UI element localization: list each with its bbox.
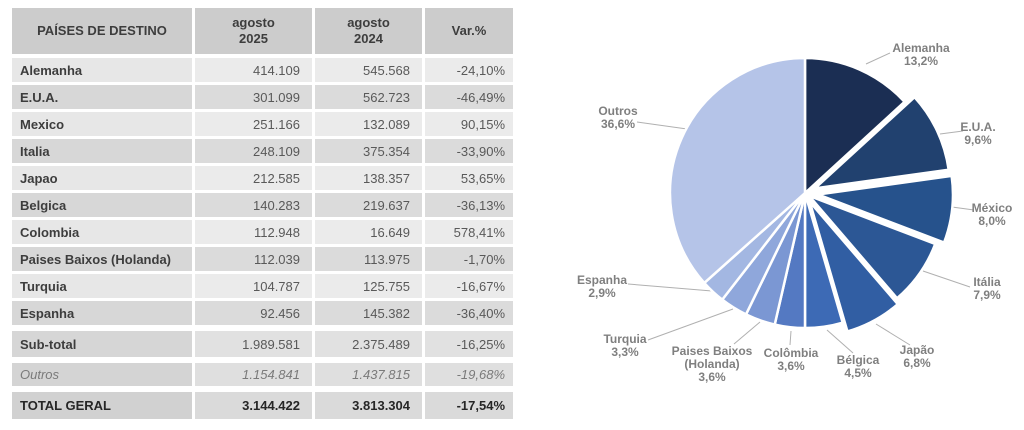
leader-line-outros: [636, 121, 688, 130]
table-row: Belgica 140.283 219.637 -36,13%: [12, 193, 513, 217]
pie-chart: Alemanha 13,2% E.U.A. 9,6% México 8,0% Itália 7…: [540, 0, 1024, 430]
country-cell: E.U.A.: [12, 85, 192, 109]
aug2024-cell: 16.649: [315, 220, 422, 244]
var-cell: -17,54%: [425, 392, 513, 419]
table-row: Japao 212.585 138.357 53,65%: [12, 166, 513, 190]
var-cell: -36,13%: [425, 193, 513, 217]
leader-line-turquia: [647, 308, 734, 341]
leader-line-italia: [922, 270, 971, 288]
var-cell: -24,10%: [425, 58, 513, 82]
pie-slice-japao: [808, 200, 900, 333]
leader-line-colombia: [789, 330, 792, 346]
table-header: PAÍSES DE DESTINO agosto 2025 agosto 202…: [12, 8, 513, 54]
var-cell: -19,68%: [425, 363, 513, 386]
total-label: TOTAL GERAL: [12, 392, 192, 419]
table-row: Italia 248.109 375.354 -33,90%: [12, 139, 513, 163]
subtotal-row: Sub-total 1.989.581 2.375.489 -16,25%: [12, 331, 513, 357]
header-line: 2025: [239, 31, 268, 46]
table-row: Mexico 251.166 132.089 90,15%: [12, 112, 513, 136]
aug2025-cell: 248.109: [195, 139, 312, 163]
header-line: 2024: [354, 31, 383, 46]
table-row: E.U.A. 301.099 562.723 -46,49%: [12, 85, 513, 109]
pie-slice-e-u-a: [813, 95, 950, 190]
leader-line-mexico: [951, 206, 975, 211]
aug2025-cell: 212.585: [195, 166, 312, 190]
leader-line-e-u-a: [939, 130, 964, 135]
var-cell: 578,41%: [425, 220, 513, 244]
leader-line-japao: [875, 323, 911, 346]
aug2025-cell: 301.099: [195, 85, 312, 109]
var-cell: -1,70%: [425, 247, 513, 271]
aug2024-cell: 138.357: [315, 166, 422, 190]
country-cell: Belgica: [12, 193, 192, 217]
pie-slice-outros: [668, 56, 807, 285]
header-var-pct: Var.%: [425, 8, 513, 54]
total-row: TOTAL GERAL 3.144.422 3.813.304 -17,54%: [12, 392, 513, 419]
var-cell: 53,65%: [425, 166, 513, 190]
aug2024-cell: 219.637: [315, 193, 422, 217]
aug2025-cell: 104.787: [195, 274, 312, 298]
aug2025-cell: 414.109: [195, 58, 312, 82]
var-cell: -16,25%: [425, 331, 513, 357]
table-row: Turquia 104.787 125.755 -16,67%: [12, 274, 513, 298]
table-row: Colombia 112.948 16.649 578,41%: [12, 220, 513, 244]
aug2024-cell: 2.375.489: [315, 331, 422, 357]
header-line: agosto: [232, 15, 275, 30]
aug2025-cell: 140.283: [195, 193, 312, 217]
destination-table: PAÍSES DE DESTINO agosto 2025 agosto 202…: [12, 8, 513, 422]
outros-label: Outros: [12, 363, 192, 386]
aug2025-cell: 92.456: [195, 301, 312, 325]
table-row: Alemanha 414.109 545.568 -24,10%: [12, 58, 513, 82]
country-cell: Japao: [12, 166, 192, 190]
aug2024-cell: 132.089: [315, 112, 422, 136]
var-cell: -46,49%: [425, 85, 513, 109]
table-row: Paises Baixos (Holanda) 112.039 113.975 …: [12, 247, 513, 271]
country-cell: Alemanha: [12, 58, 192, 82]
var-cell: -33,90%: [425, 139, 513, 163]
leader-line-paises-baixos-holanda: [733, 321, 761, 345]
country-cell: Colombia: [12, 220, 192, 244]
country-cell: Paises Baixos (Holanda): [12, 247, 192, 271]
country-cell: Mexico: [12, 112, 192, 136]
aug2024-cell: 3.813.304: [315, 392, 422, 419]
country-cell: Turquia: [12, 274, 192, 298]
aug2024-cell: 562.723: [315, 85, 422, 109]
header-paises-destino: PAÍSES DE DESTINO: [12, 8, 192, 54]
header-agosto-2025: agosto 2025: [195, 8, 312, 54]
country-cell: Italia: [12, 139, 192, 163]
aug2024-cell: 375.354: [315, 139, 422, 163]
var-cell: -16,67%: [425, 274, 513, 298]
leader-line-belgica: [826, 329, 854, 354]
header-agosto-2024: agosto 2024: [315, 8, 422, 54]
aug2025-cell: 3.144.422: [195, 392, 312, 419]
subtotal-label: Sub-total: [12, 331, 192, 357]
pie-slice-italia: [807, 194, 937, 300]
header-line: agosto: [347, 15, 390, 30]
aug2024-cell: 545.568: [315, 58, 422, 82]
aug2024-cell: 113.975: [315, 247, 422, 271]
outros-row: Outros 1.154.841 1.437.815 -19,68%: [12, 363, 513, 386]
aug2024-cell: 1.437.815: [315, 363, 422, 386]
aug2025-cell: 251.166: [195, 112, 312, 136]
aug2024-cell: 145.382: [315, 301, 422, 325]
aug2025-cell: 112.948: [195, 220, 312, 244]
pie-slice-alemanha: [803, 56, 906, 195]
var-cell: 90,15%: [425, 112, 513, 136]
country-cell: Espanha: [12, 301, 192, 325]
var-cell: -36,40%: [425, 301, 513, 325]
table-row: Espanha 92.456 145.382 -36,40%: [12, 301, 513, 325]
pie-slice-mexico: [816, 174, 955, 244]
aug2025-cell: 1.989.581: [195, 331, 312, 357]
leader-line-espanha: [627, 283, 713, 292]
aug2025-cell: 1.154.841: [195, 363, 312, 386]
aug2025-cell: 112.039: [195, 247, 312, 271]
aug2024-cell: 125.755: [315, 274, 422, 298]
pie-svg: [627, 52, 975, 354]
leader-line-alemanha: [865, 52, 891, 65]
